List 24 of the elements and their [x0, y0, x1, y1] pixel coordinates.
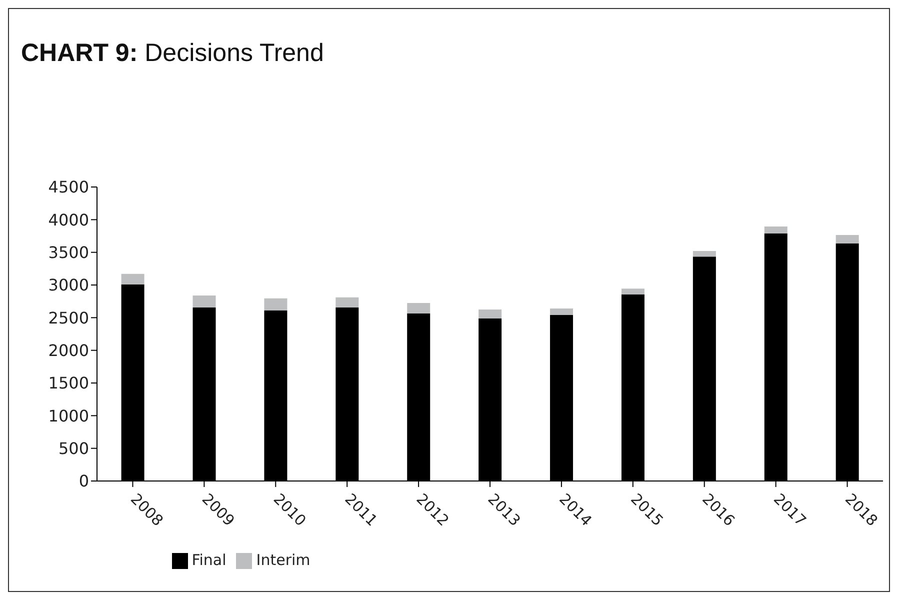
- legend-label: Interim: [256, 551, 310, 569]
- legend-label: Final: [192, 551, 226, 569]
- bar: [621, 288, 644, 294]
- y-tick-label: 2000: [48, 341, 89, 360]
- chart-title: CHART 9: Decisions Trend: [21, 39, 324, 68]
- bar: [407, 302, 430, 314]
- y-tick-label: 1000: [48, 406, 89, 426]
- bar: [550, 308, 574, 316]
- bar: [764, 226, 788, 234]
- y-tick-label: 1500: [48, 374, 89, 393]
- bar: [478, 310, 502, 318]
- bar: [192, 295, 216, 308]
- bar: [336, 297, 359, 308]
- y-tick-label: 2500: [48, 308, 89, 328]
- bar: [121, 274, 144, 284]
- y-tick-label: 4500: [48, 178, 89, 197]
- y-tick-label: 3000: [48, 276, 89, 295]
- bar: [264, 298, 288, 310]
- y-tick-label: 0: [78, 472, 89, 491]
- bar: [836, 235, 859, 244]
- y-tick-label: 3500: [48, 243, 89, 262]
- y-tick-label: 4000: [48, 210, 89, 230]
- y-tick-label: 500: [58, 439, 89, 458]
- bar: [692, 251, 716, 257]
